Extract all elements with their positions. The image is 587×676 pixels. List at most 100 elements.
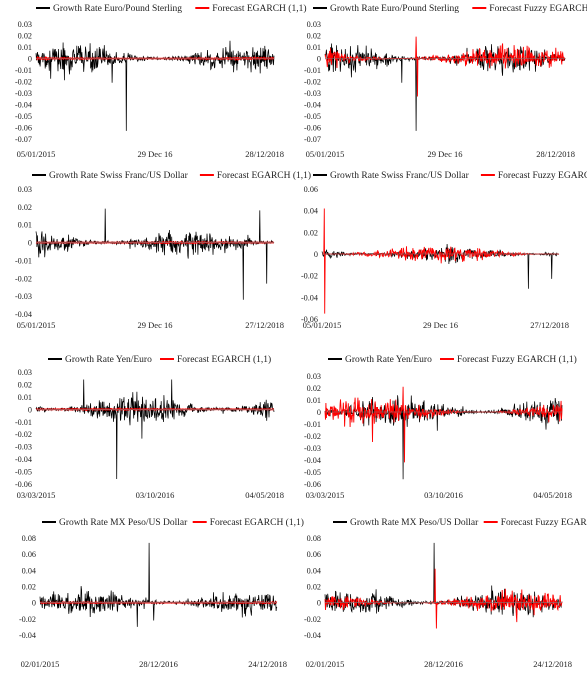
legend-label-0: Growth Rate MX Peso/US Dollar [59,518,188,528]
y-tick-label: 0.08 [307,534,321,543]
series-actual [35,40,275,131]
y-tick-label: 0.04 [307,566,321,575]
y-tick-label: -0.07 [304,135,321,144]
y-tick-label: -0.06 [304,124,321,133]
y-tick-label: 0.03 [18,185,32,194]
legend-label-1: Forecast Fuzzy EGARCH (1,1) [498,170,587,181]
x-date-label: 05/01/2015 [306,149,345,159]
x-date-label: 02/01/2015 [306,659,345,669]
x-date-label: 03/03/2015 [306,490,345,500]
x-date-label: 27/12/2018 [245,320,284,330]
chart-panel-mxn-usd-fuzzy: Growth Rate MX Peso/US Dollar Forecast Fu… [304,517,587,669]
y-tick-label: -0.06 [15,480,32,489]
y-tick-label: -0.02 [15,430,32,439]
y-tick-label: 0 [317,408,321,417]
series-forecast [324,568,563,629]
y-tick-label: 0.01 [18,393,32,402]
x-date-label: 03/03/2015 [17,490,56,500]
legend-label-1: Forecast Fuzzy EGARCH (1,1) [489,3,587,14]
series-actual [35,379,275,480]
legend-label-0: Growth Rate Euro/Pound Sterling [330,4,459,14]
legend-label-1: Forecast EGARCH (1,1) [210,517,304,528]
chart-panel-mxn-usd-egarch: Growth Rate MX Peso/US Dollar Forecast EG… [19,517,304,669]
y-tick-label: -0.06 [304,480,321,489]
series-forecast [324,386,563,463]
y-tick-label: -0.04 [304,631,321,640]
y-tick-label: -0.05 [304,112,321,121]
legend-label-0: Growth Rate MX Peso/US Dollar [350,518,479,528]
y-tick-label: 0.02 [307,583,321,592]
y-tick-label: 0.01 [18,43,32,52]
y-tick-label: 0.02 [307,384,321,393]
y-tick-label: -0.01 [304,66,321,75]
y-tick-label: -0.07 [15,135,32,144]
series-actual [324,43,566,131]
legend-label-1: Forecast Fuzzy EGARCH (1,1) [501,517,587,528]
y-tick-label: -0.02 [15,274,32,283]
y-tick-label: 0 [28,405,32,414]
y-tick-label: 0.02 [22,583,36,592]
series-actual [35,208,275,300]
y-tick-label: -0.02 [15,78,32,87]
legend-label-0: Growth Rate Swiss Franc/US Dollar [330,171,470,181]
legend: Growth Rate Euro/Pound Sterling Forecast … [36,3,307,14]
y-tick-label: -0.02 [304,615,321,624]
y-tick-label: 0.02 [18,203,32,212]
y-tick-label: -0.05 [304,468,321,477]
legend-label-0: Growth Rate Swiss Franc/US Dollar [49,171,189,181]
y-tick-label: 0.02 [18,32,32,41]
y-tick-label: 0.08 [22,534,36,543]
y-tick-label: -0.02 [301,272,318,281]
x-date-label: 05/01/2015 [303,320,342,330]
legend: Growth Rate Euro/Pound Sterling Forecast … [313,3,587,14]
legend: Growth Rate MX Peso/US Dollar Forecast Fu… [333,517,587,528]
x-date-label: 24/12/2018 [533,659,572,669]
legend-label-1: Forecast EGARCH (1,1) [217,170,311,181]
y-tick-label: 0 [314,250,318,259]
x-date-label: 28/12/2016 [139,659,178,669]
y-tick-label: 0.01 [307,396,321,405]
y-tick-label: -0.03 [15,89,32,98]
x-date-label: 03/10/2016 [424,490,463,500]
chart-panel-eur-gbp-fuzzy: Growth Rate Euro/Pound Sterling Forecast … [304,3,587,159]
x-date-label: 05/01/2015 [17,149,56,159]
y-tick-label: -0.02 [304,78,321,87]
legend-label-0: Growth Rate Yen/Euro [65,355,152,365]
y-tick-label: 0.03 [307,372,321,381]
y-tick-label: 0.04 [22,566,36,575]
legend: Growth Rate Yen/Euro Forecast Fuzzy EGARC… [328,354,577,365]
y-tick-label: 0 [317,599,321,608]
y-tick-label: 0 [317,55,321,64]
y-tick-label: -0.05 [15,468,32,477]
legend: Growth Rate Yen/Euro Forecast EGARCH (1,1… [48,354,271,365]
x-date-label: 29 Dec 16 [428,149,463,159]
y-tick-label: 0 [28,55,32,64]
x-date-label: 29 Dec 16 [423,320,458,330]
x-date-label: 03/10/2016 [136,490,175,500]
x-date-label: 24/12/2018 [248,659,287,669]
y-tick-label: 0.02 [307,32,321,41]
y-tick-label: 0.03 [18,368,32,377]
chart-panel-jpy-eur-fuzzy: Growth Rate Yen/Euro Forecast Fuzzy EGARC… [304,354,577,500]
y-tick-label: -0.04 [15,101,32,110]
y-tick-label: 0.04 [304,207,318,216]
legend-label-1: Forecast Fuzzy EGARCH (1,1) [457,354,577,365]
y-tick-label: -0.03 [304,444,321,453]
y-tick-label: -0.02 [304,432,321,441]
x-date-label: 27/12/2018 [530,320,569,330]
y-tick-label: -0.04 [15,310,32,319]
y-tick-label: 0 [28,239,32,248]
chart-panel-eur-gbp-egarch: Growth Rate Euro/Pound Sterling Forecast … [15,3,307,159]
legend: Growth Rate Swiss Franc/US Dollar Forecas… [313,170,587,181]
x-date-label: 29 Dec 16 [138,149,173,159]
series-forecast [322,208,560,314]
y-tick-label: 0.02 [18,380,32,389]
x-date-label: 28/12/2018 [536,149,575,159]
y-tick-label: -0.04 [304,101,321,110]
y-tick-label: 0.01 [307,43,321,52]
y-tick-label: 0.01 [18,221,32,230]
series-actual [39,542,278,627]
y-tick-label: -0.04 [19,631,36,640]
y-tick-label: 0.03 [18,20,32,29]
